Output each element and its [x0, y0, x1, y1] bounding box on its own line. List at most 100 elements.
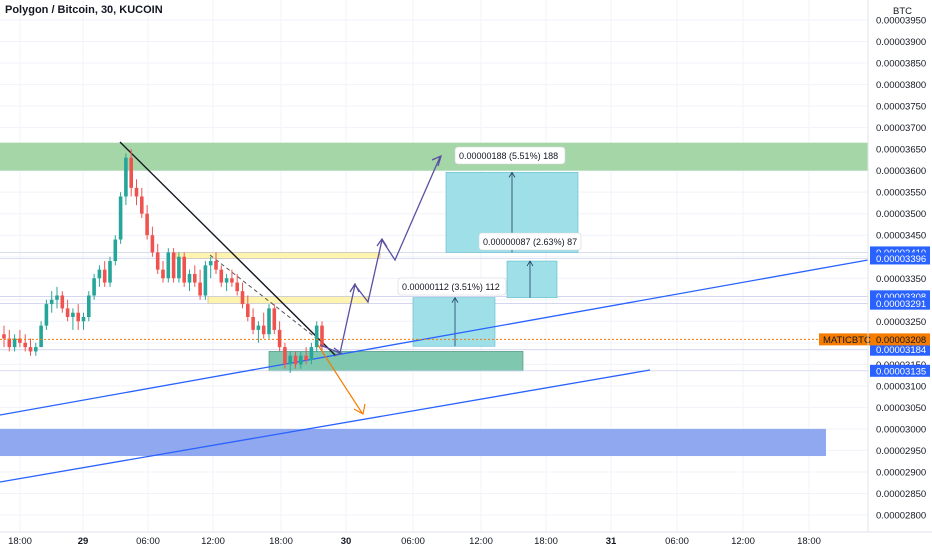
y-tick-label: 0.00003250 — [876, 317, 926, 328]
dashed-path-line — [209, 254, 326, 346]
candle-body — [134, 187, 139, 197]
measure-label-text: 0.00000112 (3.51%) 112 — [402, 282, 500, 292]
y-tick-label: 0.00003600 — [876, 166, 926, 177]
price-label-text: 0.00003308 — [876, 292, 926, 303]
measure-arrowhead — [508, 171, 516, 178]
measure-arrowhead — [526, 260, 534, 267]
candle-body — [314, 325, 319, 348]
y-tick-label: 0.00002850 — [876, 489, 926, 500]
candle-body — [198, 282, 202, 296]
candle-body — [177, 256, 181, 279]
x-tick-label: 18:00 — [8, 536, 32, 547]
candle-body — [272, 308, 277, 330]
candle-body — [193, 273, 197, 283]
price-label-box — [870, 297, 930, 310]
blue-support-zone — [0, 428, 826, 457]
candle-body — [81, 317, 86, 322]
x-tick-label: 18:00 — [797, 536, 821, 547]
candle-body — [171, 252, 176, 279]
candle-body — [230, 278, 234, 283]
projection-arrowhead — [431, 154, 443, 167]
candle-body — [267, 308, 271, 335]
candle-body — [49, 299, 54, 305]
last-price-symbol: MATICBTC — [823, 335, 871, 346]
candle-body — [28, 347, 33, 352]
candle-body — [161, 269, 165, 279]
x-tick-label: 31 — [606, 536, 617, 547]
measure-label-box — [478, 232, 582, 251]
x-tick-label: 18:00 — [269, 536, 293, 547]
y-tick-label: 0.00003700 — [876, 123, 926, 134]
candle-body — [92, 278, 96, 296]
candle-body — [60, 295, 65, 309]
candle-body — [39, 325, 43, 348]
y-tick-label: 0.00002950 — [876, 446, 926, 457]
candle-body — [155, 252, 160, 270]
candle-body — [299, 355, 303, 365]
x-tick-label: 06:00 — [401, 536, 425, 547]
candle-body — [166, 252, 171, 279]
x-tick-label: 12:00 — [731, 536, 755, 547]
projection-arrowhead — [349, 282, 360, 293]
teal-demand-zone — [268, 351, 524, 372]
candle-body — [102, 269, 107, 283]
candle-body — [214, 261, 218, 270]
candle-body — [182, 256, 186, 283]
candle-body — [320, 325, 324, 348]
bearish-arrowhead — [353, 403, 366, 415]
candle-body — [97, 269, 102, 279]
candle-body — [288, 355, 292, 365]
x-tick-label: 12:00 — [469, 536, 493, 547]
measure-label-box — [454, 146, 566, 165]
candle-body — [113, 239, 118, 262]
bearish-arrow — [317, 344, 363, 414]
candle-body — [44, 304, 49, 326]
trendline-upper — [0, 259, 869, 416]
yellow-zone-lower — [207, 296, 369, 304]
y-tick-label: 0.00003050 — [876, 403, 926, 414]
y-tick-label: 0.00003650 — [876, 145, 926, 156]
candle-body — [203, 265, 208, 296]
price-label-text: 0.00003396 — [876, 254, 926, 265]
candle-body — [129, 157, 133, 188]
candle-body — [65, 308, 70, 317]
candle-body — [304, 355, 308, 361]
candle-body — [219, 269, 224, 283]
candle-body — [118, 196, 123, 240]
candle-body — [140, 196, 144, 214]
candle-body — [240, 291, 245, 305]
candle-body — [256, 325, 261, 330]
candle-body — [23, 342, 27, 348]
candle-body — [145, 213, 149, 236]
y-tick-label: 0.00003000 — [876, 424, 926, 435]
price-label-box — [870, 343, 930, 356]
y-tick-label: 0.00003950 — [876, 16, 926, 27]
yellow-zone-upper — [175, 252, 381, 259]
candle-body — [293, 355, 298, 365]
y-tick-label: 0.00003100 — [876, 381, 926, 392]
candle-body — [208, 261, 213, 266]
x-tick-label: 06:00 — [665, 536, 689, 547]
measure-label-text: 0.00000188 (5.51%) 188 — [459, 151, 558, 161]
last-price-box — [819, 333, 930, 346]
candle-body — [261, 325, 266, 335]
price-label-text: 0.00003184 — [876, 345, 926, 356]
projection-arrowhead — [376, 237, 388, 248]
price-label-box — [870, 364, 930, 377]
candle-body — [87, 295, 91, 317]
x-tick-label: 30 — [341, 536, 352, 547]
candle-body — [12, 338, 17, 348]
measure-label-text: 0.00000087 (2.63%) 87 — [483, 237, 577, 247]
x-tick-label: 12:00 — [201, 536, 225, 547]
y-tick-label: 0.00003900 — [876, 37, 926, 48]
downtrend-line — [119, 141, 336, 356]
y-tick-label: 0.00003800 — [876, 80, 926, 91]
price-label-text: 0.00003291 — [876, 299, 926, 310]
candle-body — [150, 235, 155, 253]
y-tick-label: 0.00003750 — [876, 102, 926, 113]
candle-body — [224, 278, 229, 283]
y-tick-label: 0.00002800 — [876, 511, 926, 522]
